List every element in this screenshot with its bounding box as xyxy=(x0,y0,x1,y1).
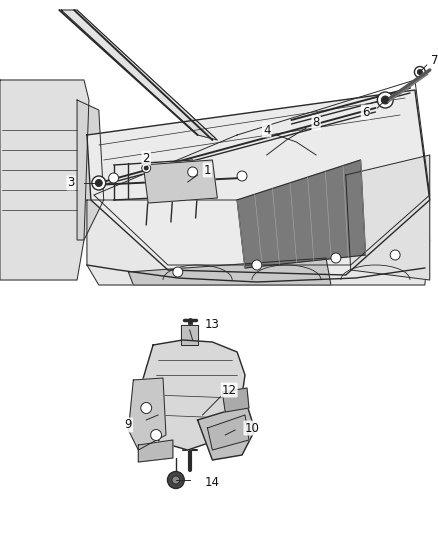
Circle shape xyxy=(414,67,425,77)
Circle shape xyxy=(378,92,393,108)
Text: 10: 10 xyxy=(244,422,259,434)
Polygon shape xyxy=(77,100,104,240)
Text: 9: 9 xyxy=(125,418,132,432)
Polygon shape xyxy=(87,200,430,285)
Text: 8: 8 xyxy=(312,117,320,130)
Polygon shape xyxy=(237,160,366,268)
Circle shape xyxy=(331,253,341,263)
Text: 4: 4 xyxy=(263,124,271,136)
Text: 2: 2 xyxy=(142,151,150,165)
Polygon shape xyxy=(208,415,249,450)
Polygon shape xyxy=(128,258,331,285)
Circle shape xyxy=(381,96,389,104)
Polygon shape xyxy=(138,340,245,450)
Text: 1: 1 xyxy=(204,164,211,176)
Circle shape xyxy=(92,176,106,190)
Circle shape xyxy=(237,171,247,181)
Polygon shape xyxy=(222,388,249,412)
Text: 14: 14 xyxy=(205,475,220,489)
Text: 12: 12 xyxy=(222,384,237,397)
Circle shape xyxy=(151,430,162,440)
Circle shape xyxy=(173,267,183,277)
Circle shape xyxy=(141,402,152,414)
Circle shape xyxy=(144,166,148,170)
Circle shape xyxy=(188,167,198,177)
Text: 3: 3 xyxy=(67,176,75,190)
Polygon shape xyxy=(198,405,255,460)
Circle shape xyxy=(167,472,184,489)
Circle shape xyxy=(172,476,180,484)
Polygon shape xyxy=(128,378,166,450)
Circle shape xyxy=(390,250,400,260)
Circle shape xyxy=(252,260,262,270)
Text: 7: 7 xyxy=(431,53,438,67)
Circle shape xyxy=(95,180,102,187)
Polygon shape xyxy=(87,90,430,275)
Polygon shape xyxy=(0,80,89,280)
Circle shape xyxy=(417,69,422,75)
Text: 13: 13 xyxy=(205,319,220,332)
Circle shape xyxy=(109,173,119,183)
Polygon shape xyxy=(346,155,430,280)
Polygon shape xyxy=(138,440,173,462)
Polygon shape xyxy=(61,10,217,140)
Circle shape xyxy=(142,164,151,173)
Polygon shape xyxy=(143,160,217,203)
Polygon shape xyxy=(181,325,198,345)
Text: 6: 6 xyxy=(362,106,369,118)
